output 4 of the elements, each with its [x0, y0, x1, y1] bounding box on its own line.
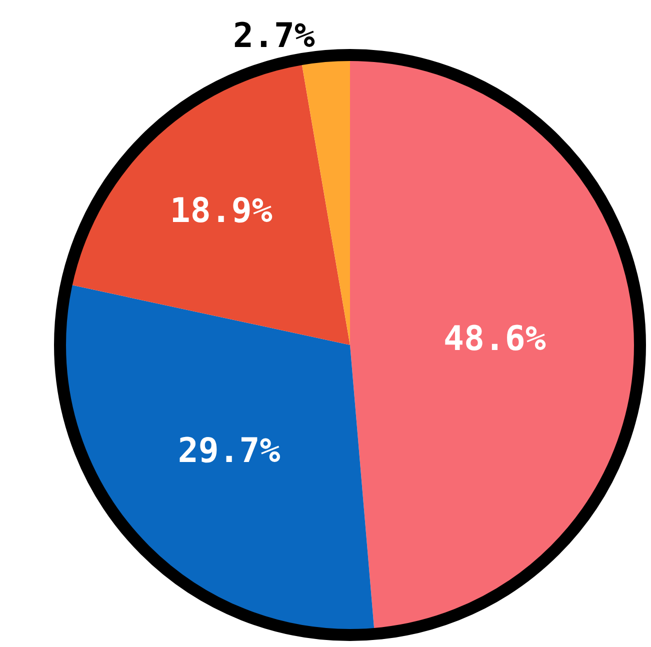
- data-label: 2.7%: [232, 16, 316, 56]
- data-label: 48.6%: [443, 318, 546, 359]
- data-label: 18.9%: [170, 190, 273, 231]
- data-label: 29.7%: [178, 431, 281, 472]
